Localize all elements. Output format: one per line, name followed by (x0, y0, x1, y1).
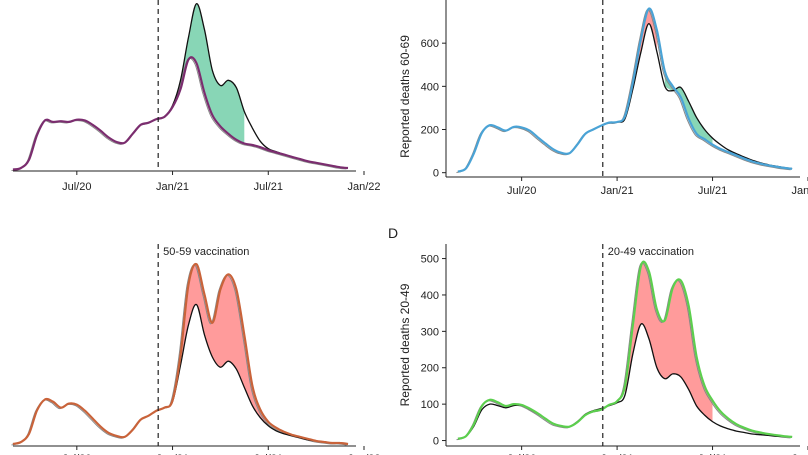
x-tick-label: Jul/20 (62, 453, 91, 455)
panel-d: Jul/20 Jan/21 Jul/21 Jan/22 0 100 200 300 400 500… (388, 225, 808, 455)
series-line-reported (457, 260, 793, 440)
series-line-gray (456, 262, 791, 441)
series-line-reported (12, 56, 349, 171)
panel-a: Jul/20 Jan/21 Jul/21 Jan/22 (11, 0, 381, 193)
x-tick-label: Jan/21 (156, 181, 189, 193)
shaded-difference-1 (625, 261, 713, 422)
y-tick-label: 200 (421, 363, 439, 375)
y-tick-label: 400 (421, 81, 439, 93)
series-line-counterfactual (457, 323, 793, 440)
series-line-reported (12, 262, 349, 446)
y-tick-label: 400 (421, 290, 439, 302)
y-tick-label: 0 (433, 168, 439, 180)
y-tick-label: 600 (421, 38, 439, 50)
x-tick-label: Jan/22 (791, 185, 808, 197)
x-tick-label: Jul/21 (254, 453, 283, 455)
y-axis-label: Reported deaths 60-69 (398, 35, 412, 158)
y-tick-label: 100 (421, 399, 439, 411)
x-tick-label: Jan/22 (347, 181, 380, 193)
x-tick-label: Jan/22 (347, 453, 380, 455)
shaded-difference-1 (180, 263, 269, 426)
x-tick-label: Jan/21 (601, 453, 634, 455)
x-tick-label: Jul/21 (698, 453, 727, 455)
y-tick-label: 200 (421, 125, 439, 137)
x-tick-label: Jan/21 (601, 185, 634, 197)
y-tick-label: 0 (433, 436, 439, 448)
y-tick-label: 500 (421, 254, 439, 266)
x-tick-label: Jan/22 (791, 453, 808, 455)
x-tick-label: Jan/21 (156, 453, 189, 455)
x-tick-label: Jul/20 (62, 181, 91, 193)
x-tick-label: Jul/20 (507, 453, 536, 455)
panel-c: Jul/20 Jan/21 Jul/21 Jan/22 50-59 vaccinatio… (11, 244, 381, 455)
vaccination-annotation: 20-49 vaccination (608, 246, 694, 258)
vaccination-annotation: 50-59 vaccination (163, 246, 249, 258)
y-axis-label: Reported deaths 20-49 (398, 283, 412, 406)
x-tick-label: Jul/20 (507, 185, 536, 197)
x-tick-label: Jul/21 (254, 181, 283, 193)
shaded-difference-2 (664, 71, 713, 145)
panel-b: Jul/20 Jan/21 Jul/21 Jan/22 0 200 400 600 Report… (398, 0, 808, 197)
series-line-counterfactual (457, 23, 793, 173)
series-line-gray (11, 57, 347, 171)
series-line-counterfactual (12, 303, 349, 445)
x-tick-label: Jul/21 (698, 185, 727, 197)
series-line-gray (456, 9, 791, 174)
y-tick-label: 300 (421, 326, 439, 338)
panel-label: D (388, 225, 398, 241)
series-line-gray (11, 264, 347, 446)
series-line-reported (457, 7, 793, 173)
shaded-difference-1 (180, 3, 245, 144)
